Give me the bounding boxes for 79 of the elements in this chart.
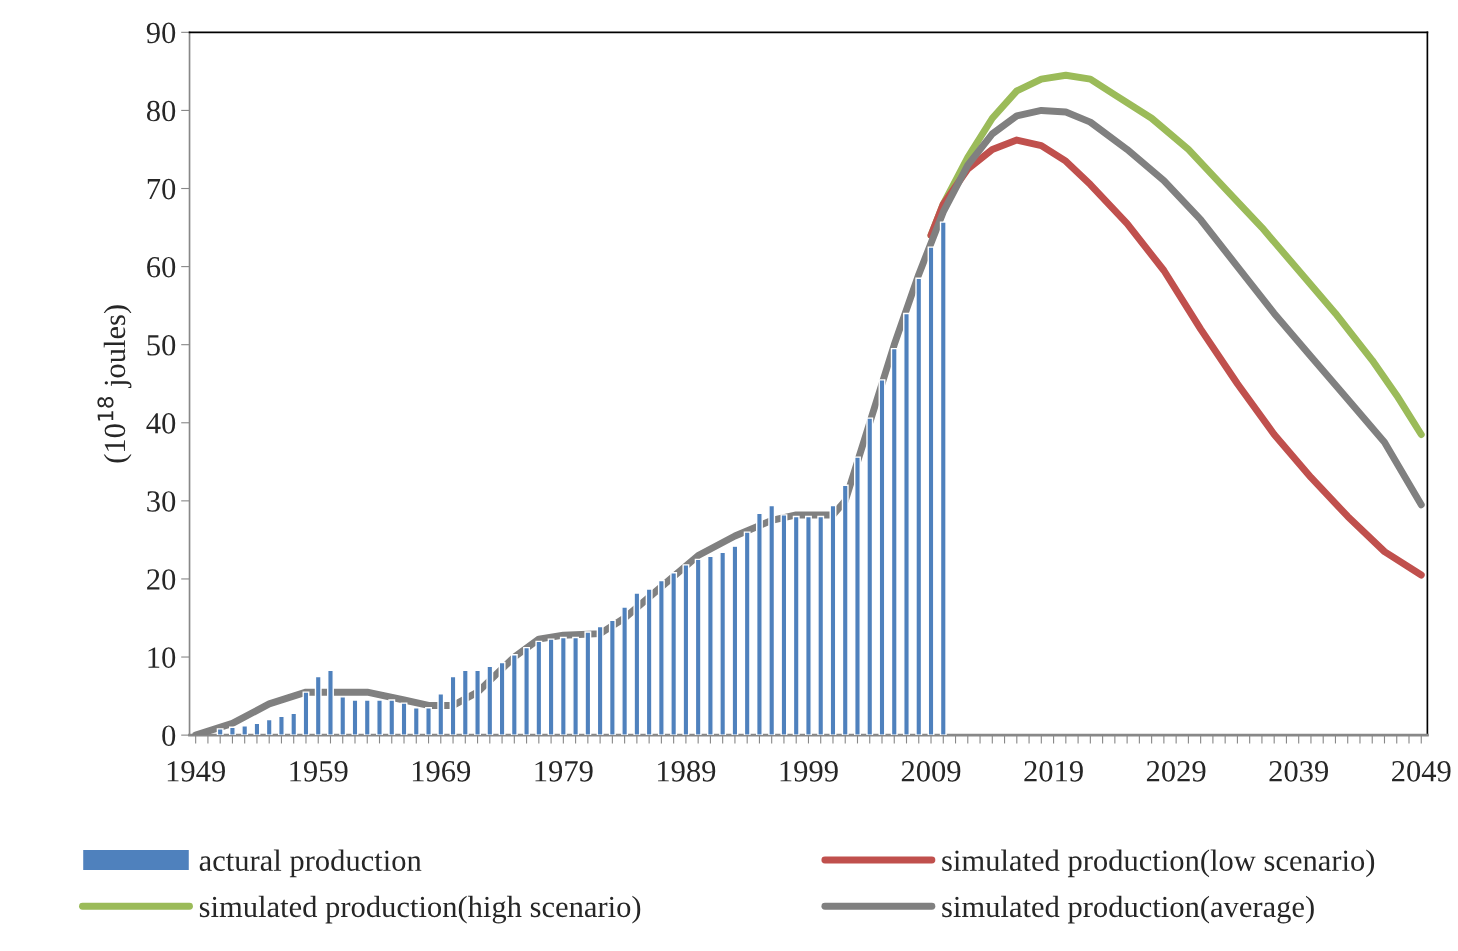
bar xyxy=(633,592,641,736)
bar xyxy=(645,588,653,736)
bar xyxy=(805,515,812,736)
bar xyxy=(314,675,322,736)
bar xyxy=(890,347,898,736)
bar xyxy=(265,718,273,736)
bar xyxy=(903,312,910,736)
bar xyxy=(461,669,469,736)
x-tick-label: 2029 xyxy=(1146,761,1206,782)
y-tick-label: 30 xyxy=(147,491,176,512)
bar xyxy=(694,558,702,736)
bar xyxy=(559,636,567,736)
bar xyxy=(596,625,604,736)
legend-label: simulated production(average) xyxy=(942,895,1314,924)
legend-label: simulated production(high scenario) xyxy=(199,895,641,924)
bar xyxy=(817,515,825,736)
bar xyxy=(792,515,800,736)
bar xyxy=(327,669,334,736)
y-tick-label: 20 xyxy=(147,569,176,590)
x-tick-label: 1969 xyxy=(412,761,471,782)
bar xyxy=(253,722,261,736)
y-tick-label: 50 xyxy=(147,334,176,356)
bar xyxy=(719,551,727,736)
bar xyxy=(670,572,678,736)
bar xyxy=(841,484,849,736)
bar xyxy=(939,221,947,736)
bar xyxy=(228,726,236,736)
bar xyxy=(363,699,371,736)
y-axis-title: (10$^{18}$ joules) xyxy=(97,305,132,463)
bar xyxy=(866,417,874,736)
bar xyxy=(743,531,751,736)
bar xyxy=(854,456,861,736)
bar xyxy=(474,669,482,736)
y-tick-label: 80 xyxy=(146,100,176,122)
bar xyxy=(780,514,788,736)
y-tick-label: 70 xyxy=(147,178,176,200)
bar xyxy=(584,631,592,736)
bar xyxy=(657,579,665,736)
x-tick-label: 1959 xyxy=(290,761,348,782)
bar xyxy=(412,707,420,736)
bar xyxy=(486,665,494,736)
bar xyxy=(437,693,445,736)
bar xyxy=(339,696,347,736)
x-tick-label: 2039 xyxy=(1269,761,1328,782)
legend-label: simulated production(low scenario) xyxy=(942,849,1375,878)
bar xyxy=(290,712,298,736)
bar xyxy=(768,504,776,736)
bar xyxy=(388,699,396,736)
y-tick-label: 90 xyxy=(146,22,176,44)
y-tick-label: 10 xyxy=(148,647,176,668)
y-tick-label: 40 xyxy=(146,413,176,434)
bar xyxy=(572,636,580,736)
bar xyxy=(608,619,616,736)
x-tick-label: 2009 xyxy=(901,761,961,782)
x-tick-label: 1949 xyxy=(167,761,225,782)
x-tick-label: 2049 xyxy=(1392,761,1451,782)
bar xyxy=(731,545,739,736)
bar xyxy=(425,707,432,736)
x-tick-label: 1999 xyxy=(780,761,838,782)
bar xyxy=(278,715,285,736)
x-tick-label: 1979 xyxy=(535,761,593,782)
bar xyxy=(535,640,543,736)
bar xyxy=(523,646,531,736)
bar xyxy=(915,277,923,736)
y-tick-label: 60 xyxy=(147,256,176,278)
bar xyxy=(498,661,506,736)
bar xyxy=(216,728,224,736)
bar xyxy=(621,606,629,736)
bar xyxy=(682,564,690,736)
bar xyxy=(755,512,763,736)
y-tick-label: 0 xyxy=(162,725,176,747)
bar xyxy=(510,653,518,736)
x-tick-label: 1989 xyxy=(658,761,716,782)
bar xyxy=(547,638,555,736)
x-tick-label: 2019 xyxy=(1024,761,1083,782)
bar xyxy=(241,725,249,736)
legend-label: actural production xyxy=(199,849,422,878)
bar xyxy=(706,555,714,736)
bar xyxy=(376,699,383,736)
